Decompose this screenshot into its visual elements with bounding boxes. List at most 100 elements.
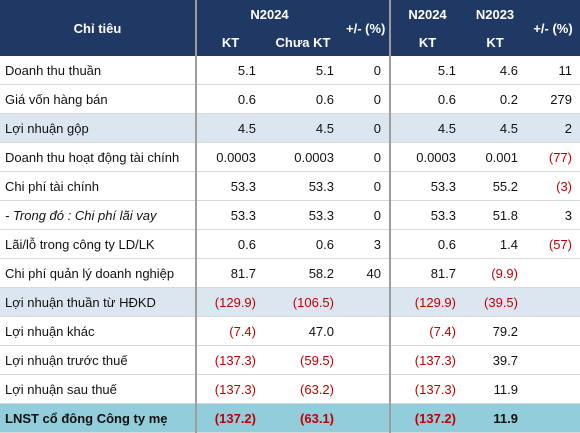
header-change-2: +/- (%) (526, 0, 580, 56)
cell-n2024-kt: (137.2) (196, 403, 264, 433)
cell-n2024-kt: 0.6 (196, 229, 264, 259)
cell-n2024-kt-2: (137.3) (390, 345, 464, 375)
cell-change-2 (526, 287, 580, 317)
row-label: Lợi nhuận thuần từ HĐKD (0, 287, 197, 317)
cell-n2024-chua-kt: 0.0003 (264, 142, 342, 172)
cell-n2024-chua-kt: 0.6 (264, 84, 342, 114)
cell-n2024-kt: 53.3 (196, 171, 264, 201)
cell-n2024-chua-kt: (59.5) (264, 345, 342, 375)
cell-n2023-kt: 51.8 (464, 200, 526, 230)
header-row-sub: KT Chưa KT KT KT (0, 28, 580, 56)
cell-change-1: 0 (342, 113, 391, 143)
cell-n2023-kt: (9.9) (464, 258, 526, 288)
cell-n2024-kt: 53.3 (196, 200, 264, 230)
cell-n2023-kt: 11.9 (464, 374, 526, 404)
cell-change-2: 11 (526, 56, 580, 85)
cell-change-1: 0 (342, 84, 391, 114)
cell-n2023-kt: 0.001 (464, 142, 526, 172)
cell-n2024-chua-kt: 0.6 (264, 229, 342, 259)
cell-change-2 (526, 403, 580, 433)
table-row: Lợi nhuận sau thuế (137.3) (63.2) (137.3) 11… (0, 374, 580, 404)
header-change-1: +/- (%) (342, 0, 391, 56)
cell-n2023-kt: 39.7 (464, 345, 526, 375)
cell-change-1: 0 (342, 200, 391, 230)
header-indicator: Chỉ tiêu (0, 0, 197, 56)
cell-n2024-kt-2: 4.5 (390, 113, 464, 143)
header-chua-kt: Chưa KT (264, 28, 342, 56)
cell-n2024-kt: 0.6 (196, 84, 264, 114)
cell-change-1 (342, 316, 391, 346)
cell-n2024-kt-2: 0.6 (390, 229, 464, 259)
row-label: Lợi nhuận trước thuế (0, 345, 197, 375)
table-row: Doanh thu thuần 5.1 5.1 0 5.1 4.6 11 (0, 56, 580, 85)
table-row: Lợi nhuận khác (7.4) 47.0 (7.4) 79.2 (0, 316, 580, 346)
cell-change-2 (526, 345, 580, 375)
cell-change-2: 3 (526, 200, 580, 230)
row-label: Lợi nhuận sau thuế (0, 374, 197, 404)
table-row: Lợi nhuận gộp 4.5 4.5 0 4.5 4.5 2 (0, 113, 580, 143)
table-row: Doanh thu hoạt động tài chính 0.0003 0.000… (0, 142, 580, 172)
row-label: Giá vốn hàng bán (0, 84, 197, 114)
cell-n2024-kt-2: (137.3) (390, 374, 464, 404)
cell-change-2: 2 (526, 113, 580, 143)
cell-n2024-kt: (137.3) (196, 374, 264, 404)
cell-n2023-kt: 4.5 (464, 113, 526, 143)
table-row: Lãi/lỗ trong công ty LD/LK 0.6 0.6 3 0.6 1.4(… (0, 229, 580, 259)
row-label: Lãi/lỗ trong công ty LD/LK (0, 229, 197, 259)
header-kt-1: KT (196, 28, 264, 56)
cell-n2024-kt-2: 0.0003 (390, 142, 464, 172)
cell-n2023-kt: 79.2 (464, 316, 526, 346)
cell-n2024-chua-kt: 53.3 (264, 171, 342, 201)
cell-change-2 (526, 316, 580, 346)
cell-change-1: 3 (342, 229, 391, 259)
cell-n2024-kt-2: 0.6 (390, 84, 464, 114)
cell-n2024-kt: (7.4) (196, 316, 264, 346)
row-label: Chi phí quản lý doanh nghiệp (0, 258, 197, 288)
header-kt-3: KT (464, 28, 526, 56)
header-row-top: Chỉ tiêu N2024 +/- (%) N2024 N2023 +/- (… (0, 0, 580, 56)
row-label: Doanh thu thuần (0, 56, 197, 85)
row-label: Chi phí tài chính (0, 171, 197, 201)
header-n2024-group: N2024 (196, 0, 342, 28)
cell-change-1: 0 (342, 142, 391, 172)
cell-n2024-chua-kt: (63.1) (264, 403, 342, 433)
cell-n2024-kt: 81.7 (196, 258, 264, 288)
cell-change-2 (526, 258, 580, 288)
table-row: - Trong đó : Chi phí lãi vay 53.3 53.3 0 53.… (0, 200, 580, 230)
table-row: Chi phí tài chính 53.3 53.3 0 53.3 55.2 (3) (0, 171, 580, 201)
cell-n2024-chua-kt: 53.3 (264, 200, 342, 230)
cell-n2024-kt: (137.3) (196, 345, 264, 375)
cell-n2024-kt: 5.1 (196, 56, 264, 85)
row-label: LNST cổ đông Công ty mẹ (0, 403, 197, 433)
table-row: Giá vốn hàng bán 0.6 0.6 0 0.6 0.2 279 (0, 84, 580, 114)
cell-change-1 (342, 287, 391, 317)
cell-change-1 (342, 403, 391, 433)
cell-change-1: 40 (342, 258, 391, 288)
cell-n2024-kt-2: (7.4) (390, 316, 464, 346)
cell-n2024-kt-2: 53.3 (390, 171, 464, 201)
row-label: Doanh thu hoạt động tài chính (0, 142, 197, 172)
cell-n2024-chua-kt: (106.5) (264, 287, 342, 317)
cell-change-1 (342, 345, 391, 375)
row-label: Lợi nhuận gộp (0, 113, 197, 143)
cell-change-1 (342, 374, 391, 404)
cell-n2024-kt-2: (137.2) (390, 403, 464, 433)
table-row: Lợi nhuận thuần từ HĐKD (129.9) (106.5) (12… (0, 287, 580, 317)
cell-n2023-kt: 1.4 (464, 229, 526, 259)
cell-n2024-kt: (129.9) (196, 287, 264, 317)
cell-change-2: 279 (526, 84, 580, 114)
row-label: - Trong đó : Chi phí lãi vay (0, 200, 197, 230)
cell-change-2: (77) (526, 142, 580, 172)
cell-n2024-chua-kt: (63.2) (264, 374, 342, 404)
cell-n2024-chua-kt: 47.0 (264, 316, 342, 346)
cell-change-1: 0 (342, 56, 391, 85)
cell-n2024-kt-2: 53.3 (390, 200, 464, 230)
cell-n2024-chua-kt: 5.1 (264, 56, 342, 85)
cell-change-1: 0 (342, 171, 391, 201)
row-label: Lợi nhuận khác (0, 316, 197, 346)
cell-n2024-kt: 4.5 (196, 113, 264, 143)
cell-n2024-chua-kt: 58.2 (264, 258, 342, 288)
cell-n2023-kt: 4.6 (464, 56, 526, 85)
cell-n2024-kt: 0.0003 (196, 142, 264, 172)
